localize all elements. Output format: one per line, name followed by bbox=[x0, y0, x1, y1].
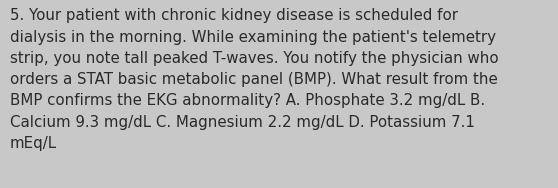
Text: 5. Your patient with chronic kidney disease is scheduled for
dialysis in the mor: 5. Your patient with chronic kidney dise… bbox=[10, 8, 499, 151]
